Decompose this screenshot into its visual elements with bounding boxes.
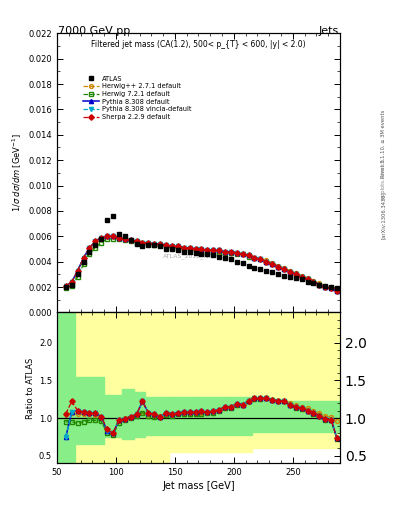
Text: Filtered jet mass (CA(1.2), 500< p_{T} < 600, |y| < 2.0): Filtered jet mass (CA(1.2), 500< p_{T} <… [91,40,306,49]
Y-axis label: Ratio to ATLAS: Ratio to ATLAS [26,357,35,418]
Text: 7000 GeV pp: 7000 GeV pp [58,26,130,36]
Y-axis label: $1/\sigma\;d\sigma/dm\;[\mathrm{GeV}^{-1}]$: $1/\sigma\;d\sigma/dm\;[\mathrm{GeV}^{-1… [11,133,24,212]
X-axis label: Jet mass [GeV]: Jet mass [GeV] [162,481,235,492]
Legend: ATLAS, Herwig++ 2.7.1 default, Herwig 7.2.1 default, Pythia 8.308 default, Pythi: ATLAS, Herwig++ 2.7.1 default, Herwig 7.… [80,73,194,122]
Text: Jets: Jets [318,26,339,36]
Text: Rivet 3.1.10, ≥ 3M events: Rivet 3.1.10, ≥ 3M events [381,109,386,178]
Text: mcplots.cern.ch: mcplots.cern.ch [381,158,386,200]
Text: ATLAS_2012_I1094564: ATLAS_2012_I1094564 [163,254,234,260]
Text: [arXiv:1306.3436]: [arXiv:1306.3436] [381,191,386,239]
